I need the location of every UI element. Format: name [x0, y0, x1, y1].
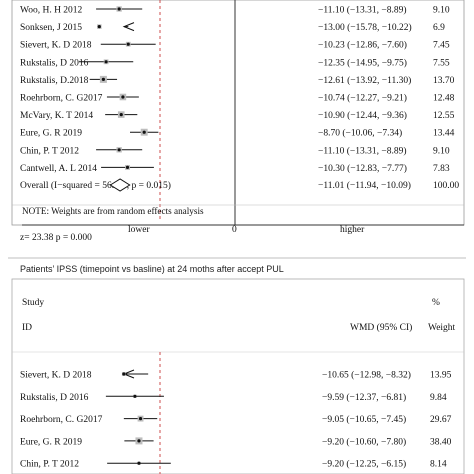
weight-text: 8.14 — [430, 460, 447, 470]
weight-text: 7.55 — [433, 58, 450, 68]
ci-text: −9.20 (−10.60, −7.80) — [322, 436, 406, 447]
weight-text: 12.55 — [433, 111, 455, 121]
z-statistic: z= 23.38 p = 0.000 — [20, 233, 92, 243]
study-label: Roehrborn, C. G2017 — [20, 94, 103, 104]
weight-text: 6.9 — [433, 23, 445, 33]
ci-text: −9.20 (−12.25, −6.15) — [322, 459, 406, 470]
overall-ci: −11.01 (−11.94, −10.09) — [318, 180, 411, 191]
weight-text: 7.45 — [433, 41, 450, 51]
point-estimate — [117, 7, 121, 11]
point-estimate — [126, 42, 130, 46]
ci-text: −11.10 (−13.31, −8.89) — [318, 5, 407, 16]
weights-note: NOTE: Weights are from random effects an… — [22, 206, 204, 216]
weight-text: 7.83 — [433, 164, 450, 174]
ci-text: −11.10 (−13.31, −8.89) — [318, 145, 407, 156]
ci-text: −10.90 (−12.44, −9.36) — [318, 110, 407, 121]
point-estimate — [121, 95, 125, 99]
point-estimate — [97, 25, 101, 29]
ci-text: −10.65 (−12.98, −8.32) — [322, 370, 411, 381]
weight-text: 38.40 — [430, 437, 452, 447]
ci-text: −10.74 (−12.27, −9.21) — [318, 93, 407, 104]
study-label: Rukstalis, D 2016 — [20, 58, 89, 68]
point-estimate — [138, 417, 143, 421]
point-estimate — [104, 60, 108, 64]
weight-text: 9.10 — [433, 6, 450, 16]
panel2-frame — [11, 278, 465, 474]
study-label: Cantwell, A. L 2014 — [20, 164, 97, 174]
study-label: McVary, K. T 2014 — [20, 111, 93, 121]
panel1-overall: Overall (I−squared = 56.3%, p = 0.015) −… — [20, 178, 459, 192]
point-estimate — [122, 372, 126, 376]
axis-zero-label: 0 — [232, 225, 237, 235]
point-estimate — [137, 461, 141, 465]
weight-text: 29.67 — [430, 415, 452, 425]
overall-diamond — [109, 178, 131, 192]
point-estimate — [119, 113, 123, 117]
ci-text: −9.05 (−10.65, −7.45) — [322, 414, 406, 425]
weight-text: 13.44 — [433, 129, 455, 139]
ci-text: −8.70 (−10.06, −7.34) — [318, 128, 402, 139]
header-weight: Weight — [428, 323, 456, 333]
study-label: Rukstalis, D 2016 — [20, 393, 89, 403]
overall-weight: 100.00 — [433, 181, 459, 191]
panel2-rows: Sievert, K. D 2018 −10.65 (−12.98, −8.32)… — [20, 370, 452, 470]
study-label: Sonksen, J 2015 — [20, 23, 82, 33]
panel1-rows: Woo, H. H 2012 −11.10 (−13.31, −8.89) 9.10… — [20, 5, 455, 174]
point-estimate — [142, 130, 146, 134]
study-label: Eure, G. R 2019 — [20, 437, 82, 447]
ci-text: −10.23 (−12.86, −7.60) — [318, 40, 407, 51]
study-label: Roehrborn, C. G2017 — [20, 415, 103, 425]
header-wmd: WMD (95% CI) — [350, 322, 412, 333]
study-label: Sievert, K. D 2018 — [20, 41, 92, 51]
point-estimate — [117, 148, 121, 152]
study-label: Sievert, K. D 2018 — [20, 371, 92, 381]
weight-text: 9.84 — [430, 393, 447, 403]
weight-text: 13.95 — [430, 371, 452, 381]
header-study: Study — [22, 298, 44, 308]
axis-higher-label: higher — [340, 225, 365, 235]
point-estimate — [133, 394, 137, 398]
panel2-title: Patients’ IPSS (timepoint vs basline) at… — [20, 264, 284, 274]
ci-text: −13.00 (−15.78, −10.22) — [318, 22, 412, 33]
study-label: Woo, H. H 2012 — [20, 6, 83, 16]
point-estimate — [125, 165, 130, 169]
study-label: Rukstalis, D.2018 — [20, 76, 89, 86]
weight-text: 9.10 — [433, 146, 450, 156]
study-label: Eure, G. R 2019 — [20, 129, 82, 139]
study-label: Chin, P. T 2012 — [20, 460, 79, 470]
ci-text: −9.59 (−12.37, −6.81) — [322, 392, 406, 403]
weight-text: 13.70 — [433, 76, 455, 86]
overall-label: Overall (I−squared = 56.3%, p = 0.015) — [20, 180, 171, 191]
study-label: Chin, P. T 2012 — [20, 146, 79, 156]
ci-text: −12.35 (−14.95, −9.75) — [318, 57, 407, 68]
weight-text: 12.48 — [433, 94, 455, 104]
header-id: ID — [22, 323, 32, 333]
point-estimate — [137, 439, 141, 443]
ci-text: −10.30 (−12.83, −7.77) — [318, 163, 407, 174]
header-percent: % — [432, 298, 440, 308]
point-estimate — [101, 77, 105, 81]
ci-text: −12.61 (−13.92, −11.30) — [318, 75, 411, 86]
axis-lower-label: lower — [128, 225, 150, 235]
